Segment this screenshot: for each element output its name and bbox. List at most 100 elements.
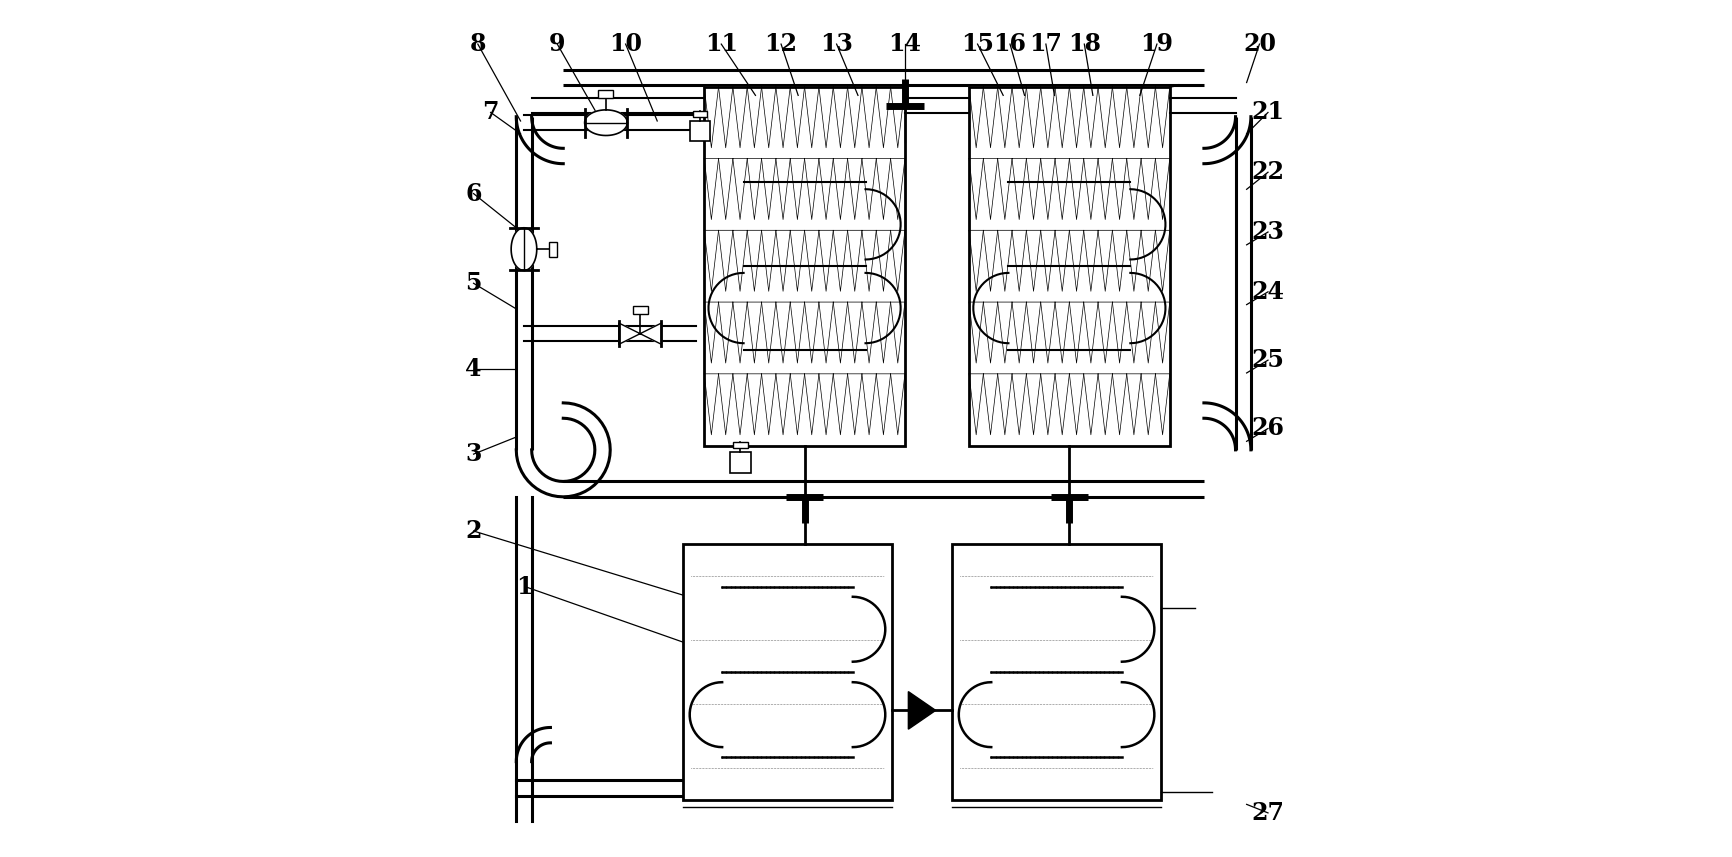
- Polygon shape: [639, 323, 662, 345]
- Polygon shape: [861, 159, 876, 219]
- Polygon shape: [719, 231, 733, 291]
- Text: 18: 18: [1067, 32, 1100, 56]
- Polygon shape: [746, 374, 760, 434]
- Text: 15: 15: [961, 32, 994, 56]
- Bar: [632, 306, 648, 315]
- Polygon shape: [618, 323, 639, 345]
- Polygon shape: [776, 374, 790, 434]
- Text: 17: 17: [1029, 32, 1062, 56]
- Polygon shape: [890, 302, 904, 363]
- Polygon shape: [819, 374, 833, 434]
- Polygon shape: [982, 231, 998, 291]
- Polygon shape: [1011, 159, 1025, 219]
- Polygon shape: [746, 302, 760, 363]
- Text: 22: 22: [1251, 160, 1283, 184]
- Text: 10: 10: [608, 32, 643, 56]
- Polygon shape: [790, 302, 804, 363]
- Text: 14: 14: [889, 32, 921, 56]
- Polygon shape: [847, 87, 861, 147]
- Bar: [689, 121, 710, 141]
- Polygon shape: [1011, 87, 1025, 147]
- Polygon shape: [1069, 159, 1082, 219]
- Polygon shape: [1055, 159, 1069, 219]
- Text: 12: 12: [764, 32, 797, 56]
- Polygon shape: [1155, 302, 1169, 363]
- Text: 5: 5: [466, 272, 481, 296]
- Polygon shape: [968, 231, 982, 291]
- Polygon shape: [1025, 159, 1041, 219]
- Text: 7: 7: [481, 100, 499, 124]
- Polygon shape: [1098, 374, 1112, 434]
- Polygon shape: [703, 231, 719, 291]
- Text: 23: 23: [1251, 220, 1283, 244]
- Polygon shape: [1055, 302, 1069, 363]
- Polygon shape: [833, 374, 847, 434]
- Polygon shape: [1082, 302, 1098, 363]
- Text: 9: 9: [549, 32, 565, 56]
- Text: 11: 11: [705, 32, 738, 56]
- Polygon shape: [776, 231, 790, 291]
- Bar: [598, 90, 613, 99]
- Polygon shape: [1025, 302, 1041, 363]
- Polygon shape: [876, 302, 890, 363]
- Polygon shape: [1126, 87, 1140, 147]
- Polygon shape: [760, 374, 776, 434]
- Text: 1: 1: [516, 574, 533, 598]
- Text: 26: 26: [1251, 417, 1283, 440]
- Polygon shape: [1140, 159, 1155, 219]
- Polygon shape: [876, 159, 890, 219]
- Polygon shape: [982, 302, 998, 363]
- Polygon shape: [746, 87, 760, 147]
- Polygon shape: [998, 231, 1011, 291]
- Polygon shape: [1112, 302, 1126, 363]
- Polygon shape: [804, 87, 819, 147]
- Polygon shape: [890, 374, 904, 434]
- Polygon shape: [833, 159, 847, 219]
- Polygon shape: [1069, 374, 1082, 434]
- Polygon shape: [1055, 231, 1069, 291]
- Text: 4: 4: [464, 357, 481, 381]
- Polygon shape: [876, 87, 890, 147]
- Polygon shape: [1155, 159, 1169, 219]
- Polygon shape: [719, 159, 733, 219]
- Polygon shape: [1069, 231, 1082, 291]
- Polygon shape: [1082, 159, 1098, 219]
- Polygon shape: [760, 231, 776, 291]
- Polygon shape: [1025, 374, 1041, 434]
- Polygon shape: [1055, 87, 1069, 147]
- Polygon shape: [760, 87, 776, 147]
- Bar: [549, 242, 556, 256]
- Polygon shape: [760, 302, 776, 363]
- Polygon shape: [1126, 231, 1140, 291]
- Polygon shape: [703, 302, 719, 363]
- Polygon shape: [982, 374, 998, 434]
- Polygon shape: [1112, 231, 1126, 291]
- Polygon shape: [1011, 231, 1025, 291]
- Polygon shape: [861, 374, 876, 434]
- Polygon shape: [833, 231, 847, 291]
- Polygon shape: [819, 159, 833, 219]
- Bar: [733, 442, 746, 448]
- Polygon shape: [733, 159, 746, 219]
- Bar: [729, 452, 750, 473]
- Bar: [682, 544, 892, 800]
- Text: 25: 25: [1251, 348, 1283, 372]
- Polygon shape: [1041, 231, 1055, 291]
- Polygon shape: [1098, 302, 1112, 363]
- Polygon shape: [790, 231, 804, 291]
- Bar: [951, 544, 1160, 800]
- Polygon shape: [790, 87, 804, 147]
- Polygon shape: [847, 374, 861, 434]
- Polygon shape: [1112, 87, 1126, 147]
- Text: 13: 13: [819, 32, 852, 56]
- Polygon shape: [790, 374, 804, 434]
- Polygon shape: [1041, 87, 1055, 147]
- Polygon shape: [776, 159, 790, 219]
- Polygon shape: [847, 231, 861, 291]
- Polygon shape: [1011, 374, 1025, 434]
- Polygon shape: [1112, 159, 1126, 219]
- Polygon shape: [998, 159, 1011, 219]
- Polygon shape: [733, 231, 746, 291]
- Polygon shape: [847, 159, 861, 219]
- Polygon shape: [1082, 374, 1098, 434]
